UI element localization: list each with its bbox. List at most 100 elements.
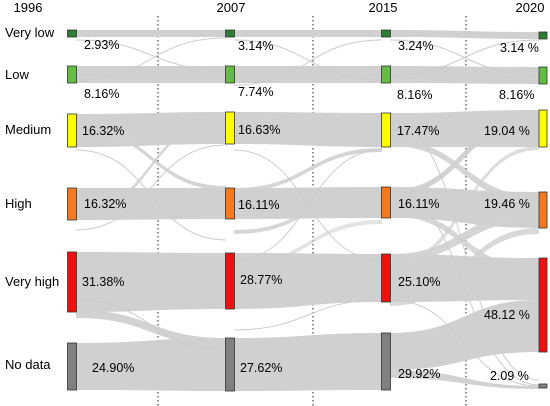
flow-2015-2020-2 xyxy=(390,110,539,147)
category-label-very-low: Very low xyxy=(5,25,55,40)
pct-label-2020-4: 48.12 % xyxy=(484,308,530,322)
cross-flow-11 xyxy=(390,210,539,262)
flow-2007-2015-1 xyxy=(234,66,382,83)
flow-1996-2007-2 xyxy=(76,112,226,147)
year-label-2020: 2020 xyxy=(516,0,545,15)
node-1996-medium xyxy=(67,113,77,148)
thin-flow-2 xyxy=(233,39,383,81)
thin-flow-1 xyxy=(75,37,227,81)
pct-label-2015-4: 25.10% xyxy=(398,275,440,289)
thin-flow-14 xyxy=(75,299,227,351)
flow-2007-2015-5 xyxy=(234,333,382,391)
cross-flow-9 xyxy=(390,140,539,204)
flow-2007-2015-2 xyxy=(234,112,382,147)
pct-label-2015-1: 8.16% xyxy=(397,88,432,102)
category-label-low: Low xyxy=(5,67,29,82)
thin-flow-7 xyxy=(233,149,383,261)
cross-flow-1 xyxy=(76,126,226,190)
pct-label-2020-3: 19.46 % xyxy=(484,197,530,211)
cross-flow-8 xyxy=(390,112,539,196)
node-2007-very-high xyxy=(225,252,235,310)
cross-flow-3 xyxy=(234,148,382,192)
category-label-medium: Medium xyxy=(5,122,51,137)
cross-flow-5 xyxy=(234,220,382,268)
cross-flow-2 xyxy=(76,116,226,216)
pct-label-2015-2: 17.47% xyxy=(397,124,439,138)
cross-flow-7 xyxy=(390,370,539,389)
thin-flow-12 xyxy=(389,299,540,387)
flow-1996-2007-0 xyxy=(76,30,226,37)
cross-flow-13 xyxy=(390,228,539,306)
node-2015-low xyxy=(381,65,391,84)
pct-label-2020-5: 2.09 % xyxy=(490,369,529,383)
cross-flow-4 xyxy=(234,190,382,234)
labels: 1996 2007 2015 2020 Very low Low Medium High Ver… xyxy=(5,0,544,383)
category-label-no-data: No data xyxy=(5,357,51,372)
year-label-1996: 1996 xyxy=(14,0,43,15)
pct-label-2015-0: 3.24% xyxy=(398,39,433,53)
node-1996-very-low xyxy=(67,29,77,38)
pct-label-1996-0: 2.93% xyxy=(84,38,119,52)
pct-label-2007-1: 7.74% xyxy=(238,85,273,99)
flow-2007-2015-0 xyxy=(234,30,382,37)
flow-1996-2007-3 xyxy=(76,188,226,220)
pct-label-1996-2: 16.32% xyxy=(82,124,124,138)
flow-1996-2007-4 xyxy=(76,252,226,312)
pct-label-2020-0: 3.14 % xyxy=(500,41,539,55)
node-2020-no-data xyxy=(538,383,548,389)
node-2015-medium xyxy=(381,112,391,148)
pct-label-2020-1: 8.16% xyxy=(499,88,534,102)
node-2007-very-low xyxy=(225,29,235,38)
category-label-very-high: Very high xyxy=(5,274,59,289)
pct-label-1996-4: 31.38% xyxy=(82,275,124,289)
cross-flow-0 xyxy=(76,310,226,346)
thin-flow-0 xyxy=(75,39,227,71)
flows xyxy=(75,30,540,391)
flow-2015-2020-1 xyxy=(390,66,539,84)
node-2007-no-data xyxy=(225,337,235,392)
pct-label-2007-3: 16.11% xyxy=(238,198,279,212)
thin-flow-13 xyxy=(233,299,383,331)
flow-2015-2020-0 xyxy=(390,30,539,39)
pct-label-2007-5: 27.62% xyxy=(240,361,282,375)
flow-1996-2007-1 xyxy=(76,66,226,83)
thin-flow-3 xyxy=(233,39,383,86)
category-label-high: High xyxy=(5,196,32,211)
node-2020-very-high xyxy=(538,257,548,353)
node-2007-high xyxy=(225,187,235,220)
flow-2007-2015-4 xyxy=(234,253,382,309)
node-2020-very-low xyxy=(538,31,548,40)
pct-label-2020-2: 19.04 % xyxy=(484,124,530,138)
node-2015-high xyxy=(381,186,391,219)
pct-label-1996-1: 8.16% xyxy=(84,87,119,101)
node-1996-very-high xyxy=(67,251,77,313)
cross-flow-12 xyxy=(390,146,539,268)
thin-flow-11 xyxy=(389,189,540,386)
node-2015-very-low xyxy=(381,29,391,38)
thin-flow-5 xyxy=(75,144,227,231)
nodes xyxy=(67,29,548,392)
thin-flow-4 xyxy=(75,149,227,241)
pct-label-2007-2: 16.63% xyxy=(238,123,280,137)
node-2020-medium xyxy=(538,109,548,148)
node-2020-low xyxy=(538,66,548,85)
node-2007-low xyxy=(225,65,235,84)
node-1996-high xyxy=(67,187,77,221)
node-2015-very-high xyxy=(381,253,391,303)
node-1996-no-data xyxy=(67,342,77,391)
pct-label-2007-0: 3.14% xyxy=(238,39,273,53)
pct-label-1996-3: 16.32% xyxy=(84,197,126,211)
pct-label-1996-5: 24.90% xyxy=(92,361,134,375)
thin-flow-10 xyxy=(389,119,540,381)
pct-label-2015-3: 16.11% xyxy=(398,197,439,211)
node-2007-medium xyxy=(225,111,235,145)
pct-label-2007-4: 28.77% xyxy=(240,273,282,287)
thin-flow-9 xyxy=(389,39,540,76)
year-label-2015: 2015 xyxy=(369,0,398,15)
pct-label-2015-5: 29.92% xyxy=(398,367,440,381)
flow-1996-2007-5 xyxy=(76,338,226,391)
year-label-2007: 2007 xyxy=(217,0,246,15)
node-1996-low xyxy=(67,65,77,84)
node-2015-no-data xyxy=(381,332,391,391)
